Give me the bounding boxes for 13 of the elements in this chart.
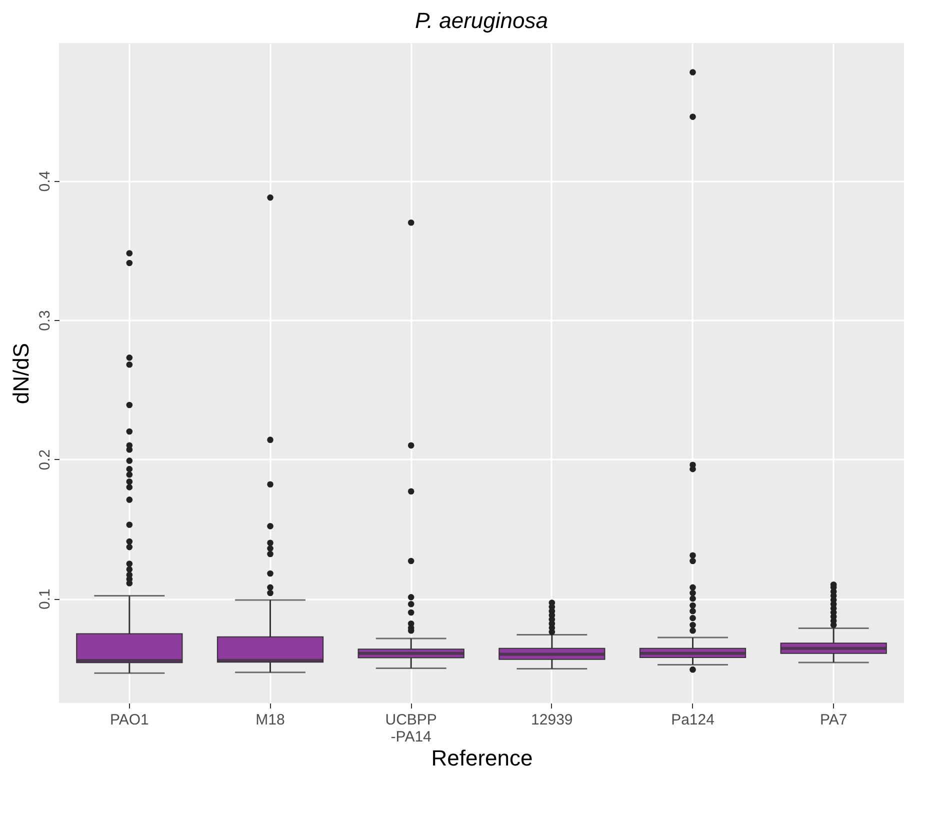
x-tick-label: 12939 [531, 712, 573, 728]
x-tick-label: Pa124 [671, 712, 714, 728]
y-axis-title: dN/dS [8, 342, 34, 404]
x-axis-title: Reference [431, 746, 533, 770]
y-tick-label: 0.3 [36, 310, 54, 332]
y-tick-label: 0.1 [36, 588, 54, 610]
x-tick-label: PAO1 [110, 712, 149, 728]
y-tick-label: 0.2 [36, 449, 54, 470]
y-tick-label: 0.4 [36, 170, 54, 192]
x-tick-label: UCBPP -PA14 [385, 712, 437, 746]
x-tick-label: M18 [256, 712, 285, 728]
chart-title: P. aeruginosa [415, 8, 548, 33]
x-tick-label: PA7 [820, 712, 848, 728]
